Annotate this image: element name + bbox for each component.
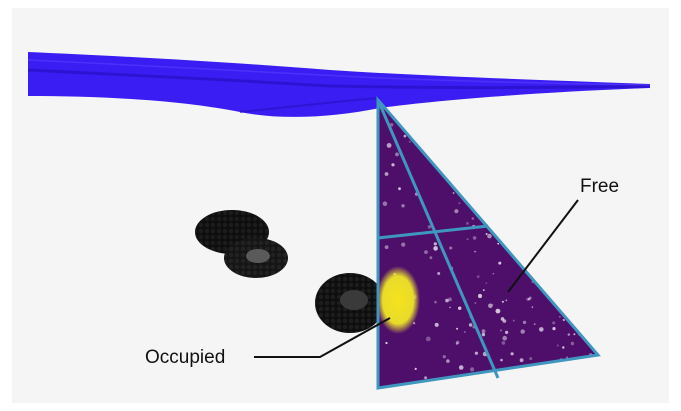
occupied-label: Occupied <box>145 347 225 368</box>
occupied-leader-line <box>254 317 391 358</box>
occupied-region <box>378 266 420 334</box>
blade-structure <box>27 52 651 117</box>
frustum-outline <box>376 95 601 390</box>
obstacle-rings-lower <box>315 273 385 333</box>
free-label: Free <box>580 176 619 197</box>
free-leader-line <box>507 199 579 293</box>
obstacle-rings-upper <box>195 210 288 278</box>
